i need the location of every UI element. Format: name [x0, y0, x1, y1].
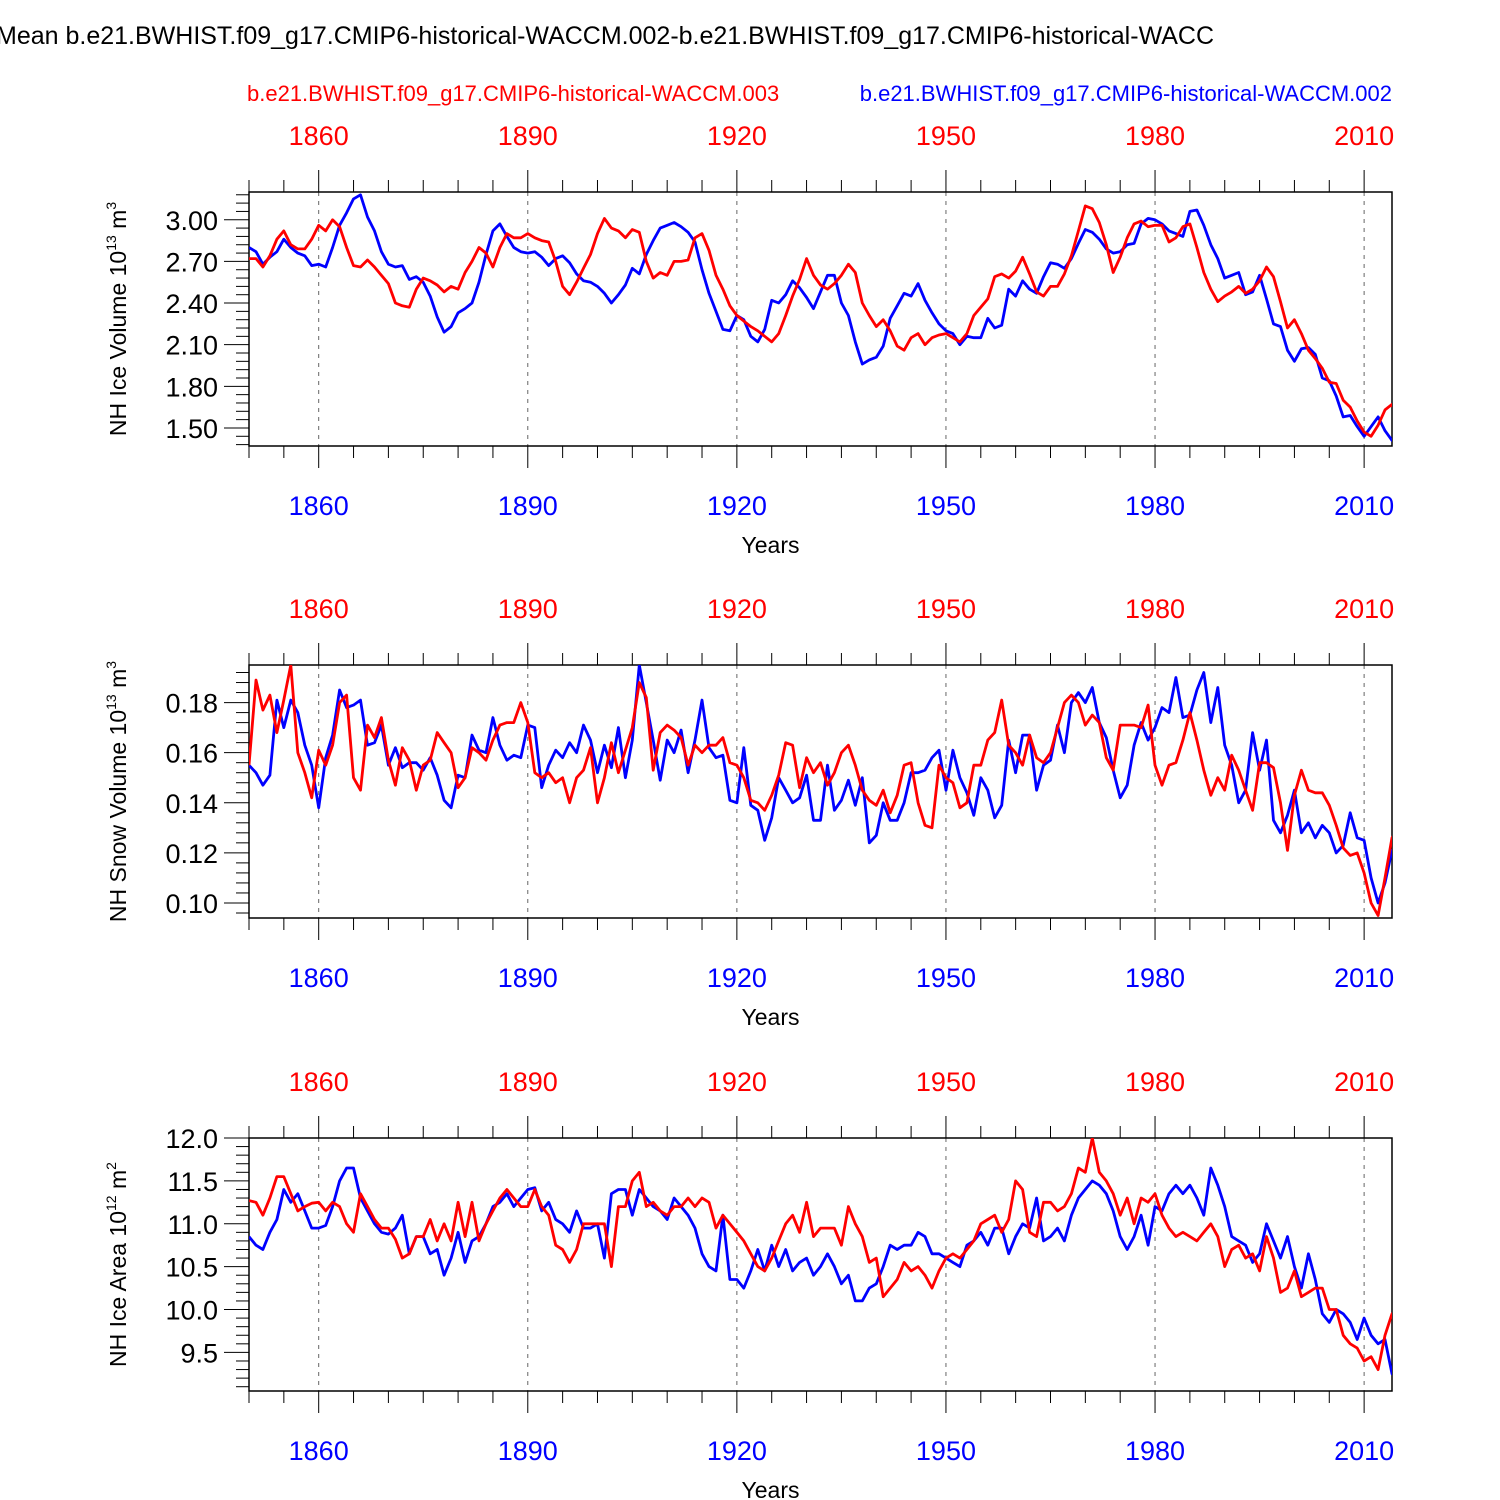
y-axis-label-unit-exponent: 3 — [103, 661, 119, 669]
series-line-waccm-002 — [249, 1166, 1392, 1376]
y-axis-label-unit: m — [105, 1170, 131, 1196]
y-tick-label: 0.10 — [165, 889, 218, 919]
x-tick-label-bottom: 1890 — [498, 1436, 558, 1466]
y-tick-label: 1.50 — [165, 414, 218, 444]
y-tick-label: 3.00 — [165, 206, 218, 236]
x-tick-label-bottom: 1860 — [289, 491, 349, 521]
x-tick-label-top: 1920 — [707, 594, 767, 624]
y-axis-label-unit: m — [105, 210, 131, 236]
y-tick-label: 2.10 — [165, 331, 218, 361]
snow-volume-panel: 1860 1860 1890 1890 1920 1920 1950 1950 1980 1980… — [103, 594, 1394, 1030]
x-tick-label-bottom: 1860 — [289, 1436, 349, 1466]
left-string: b.e21.BWHIST.f09_g17.CMIP6-historical-WA… — [247, 81, 779, 106]
y-tick-label: 10.0 — [165, 1296, 218, 1326]
x-tick-label-top: 1950 — [916, 121, 976, 151]
y-axis-label-text: NH Ice Volume 10 — [105, 251, 131, 436]
y-axis-label-exponent: 13 — [103, 694, 119, 710]
x-tick-label-top: 1950 — [916, 1067, 976, 1097]
x-tick-label-bottom: 2010 — [1334, 1436, 1394, 1466]
series-line-waccm-003 — [249, 1138, 1392, 1371]
ice-area-panel: 1860 1860 1890 1890 1920 1920 1950 1950 1980 1980… — [103, 1067, 1394, 1500]
y-axis-label: NH Ice Area 1012 m2 — [103, 1162, 131, 1367]
series-line-waccm-003 — [249, 665, 1392, 917]
x-tick-label-top: 1890 — [498, 594, 558, 624]
x-tick-label-top: 1980 — [1125, 1067, 1185, 1097]
y-axis-label-text: NH Ice Area 10 — [105, 1211, 131, 1367]
y-tick-label: 0.16 — [165, 739, 218, 769]
x-tick-label-bottom: 2010 — [1334, 491, 1394, 521]
y-tick-label: 0.18 — [165, 689, 218, 719]
y-tick-label: 0.14 — [165, 789, 218, 819]
y-axis-label-text: NH Snow Volume 10 — [105, 710, 131, 922]
series-line-waccm-003 — [249, 204, 1392, 438]
x-tick-label-bottom: 1980 — [1125, 963, 1185, 993]
y-axis-label-exponent: 12 — [103, 1195, 119, 1211]
y-axis-label: NH Snow Volume 1013 m3 — [103, 661, 131, 922]
y-tick-label: 2.70 — [165, 247, 218, 277]
plot-frame — [248, 1137, 1393, 1392]
y-tick-label: 9.5 — [180, 1338, 218, 1368]
x-tick-label-top: 1860 — [289, 121, 349, 151]
plot-frame — [248, 664, 1393, 919]
x-tick-label-bottom: 1950 — [916, 963, 976, 993]
x-tick-label-bottom: 1890 — [498, 963, 558, 993]
y-tick-label: 12.0 — [165, 1124, 218, 1154]
x-tick-label-bottom: 1950 — [916, 491, 976, 521]
y-tick-label: 11.5 — [167, 1167, 218, 1197]
x-tick-label-top: 1920 — [707, 121, 767, 151]
x-tick-label-top: 2010 — [1334, 1067, 1394, 1097]
y-tick-label: 2.40 — [165, 289, 218, 319]
x-tick-label-top: 1980 — [1125, 121, 1185, 151]
x-tick-label-bottom: 1860 — [289, 963, 349, 993]
y-tick-label: 11.0 — [167, 1210, 218, 1240]
x-tick-label-bottom: 1920 — [707, 963, 767, 993]
x-tick-label-bottom: 1950 — [916, 1436, 976, 1466]
x-tick-label-bottom: 1980 — [1125, 491, 1185, 521]
x-tick-label-bottom: 1920 — [707, 1436, 767, 1466]
x-axis-label: Years — [742, 1004, 800, 1030]
y-axis-label-unit-exponent: 2 — [103, 1162, 119, 1170]
y-axis-label: NH Ice Volume 1013 m3 — [103, 202, 131, 437]
y-tick-label: 10.5 — [165, 1253, 218, 1283]
x-tick-label-top: 1890 — [498, 1067, 558, 1097]
x-tick-label-top: 1980 — [1125, 594, 1185, 624]
x-tick-label-top: 1950 — [916, 594, 976, 624]
series-line-waccm-002 — [249, 665, 1392, 905]
x-tick-label-top: 1860 — [289, 594, 349, 624]
ice-volume-panel: 1860 1860 1890 1890 1920 1920 1950 1950 1980 1980… — [103, 121, 1394, 558]
x-axis-label: Years — [742, 532, 800, 558]
y-axis-label-unit-exponent: 3 — [103, 202, 119, 210]
x-tick-label-top: 1860 — [289, 1067, 349, 1097]
plot-frame — [248, 191, 1393, 447]
x-tick-label-top: 1920 — [707, 1067, 767, 1097]
x-tick-label-bottom: 2010 — [1334, 963, 1394, 993]
x-tick-label-bottom: 1980 — [1125, 1436, 1185, 1466]
y-axis-label-unit: m — [105, 669, 131, 695]
x-tick-label-top: 1890 — [498, 121, 558, 151]
figure-title: Mean b.e21.BWHIST.f09_g17.CMIP6-historic… — [0, 22, 1214, 50]
x-tick-label-top: 2010 — [1334, 121, 1394, 151]
x-tick-label-bottom: 1920 — [707, 491, 767, 521]
x-axis-label: Years — [742, 1477, 800, 1500]
x-tick-label-top: 2010 — [1334, 594, 1394, 624]
y-tick-label: 1.80 — [165, 372, 218, 402]
y-axis-label-exponent: 13 — [103, 235, 119, 251]
right-string: b.e21.BWHIST.f09_g17.CMIP6-historical-WA… — [860, 81, 1392, 106]
y-tick-label: 0.12 — [165, 839, 218, 869]
x-tick-label-bottom: 1890 — [498, 491, 558, 521]
series-line-waccm-002 — [249, 193, 1392, 442]
